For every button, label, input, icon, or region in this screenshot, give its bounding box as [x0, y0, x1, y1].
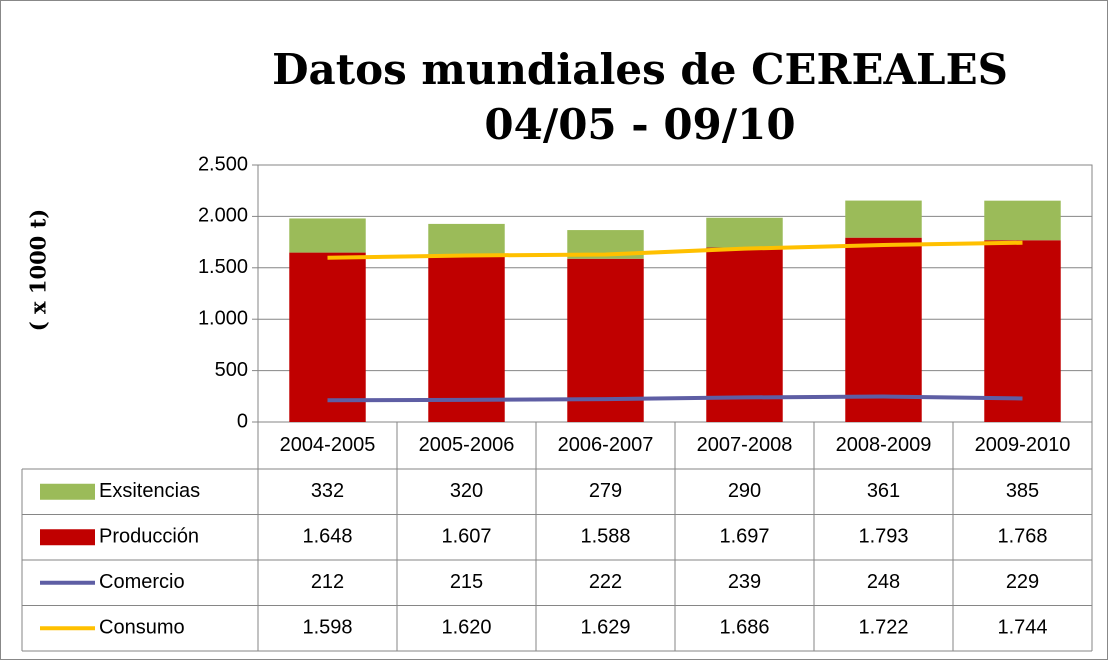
- x-tick-label: 2009-2010: [975, 434, 1071, 456]
- bar: [845, 200, 922, 238]
- table-value: 1.598: [302, 617, 352, 639]
- chart-title: 04/05 - 09/10: [484, 100, 795, 149]
- table-value: 320: [450, 480, 483, 502]
- bar: [706, 217, 783, 248]
- table-value: 1.768: [997, 526, 1047, 548]
- table-value: 1.697: [719, 526, 769, 548]
- table-value: 1.648: [302, 526, 352, 548]
- bar: [984, 200, 1061, 241]
- table-value: 332: [311, 480, 344, 502]
- legend-label: Consumo: [99, 617, 185, 639]
- x-tick-label: 2008-2009: [836, 434, 932, 456]
- table-value: 215: [450, 571, 483, 593]
- y-tick-label: 0: [237, 410, 248, 432]
- table-value: 385: [1006, 480, 1039, 502]
- table-value: 239: [728, 571, 761, 593]
- legend-label: Exsitencias: [99, 480, 200, 502]
- table-value: 222: [589, 571, 622, 593]
- table-value: 229: [1006, 571, 1039, 593]
- bar: [706, 247, 783, 422]
- legend-label: Comercio: [99, 571, 185, 593]
- y-tick-label: 2.000: [198, 205, 248, 227]
- bar: [428, 223, 505, 257]
- table-value: 248: [867, 571, 900, 593]
- bar: [289, 252, 366, 422]
- x-tick-label: 2004-2005: [280, 434, 376, 456]
- legend-label: Producción: [99, 526, 199, 548]
- bar: [845, 237, 922, 422]
- legend-key: [40, 483, 95, 500]
- table-value: 1.620: [441, 617, 491, 639]
- bar: [289, 218, 366, 253]
- x-tick-label: 2007-2008: [697, 434, 793, 456]
- table-value: 1.629: [580, 617, 630, 639]
- y-tick-label: 1.000: [198, 307, 248, 329]
- x-tick-label: 2006-2007: [558, 434, 654, 456]
- table-value: 290: [728, 480, 761, 502]
- line: [327, 240, 1023, 260]
- bar: [567, 258, 644, 422]
- table-value: 1.744: [997, 617, 1047, 639]
- table-value: 212: [311, 571, 344, 593]
- bar: [428, 256, 505, 422]
- y-tick-label: 2.500: [198, 153, 248, 175]
- y-tick-label: 500: [215, 359, 248, 381]
- table-value: 1.686: [719, 617, 769, 639]
- x-tick-label: 2005-2006: [419, 434, 515, 456]
- table-value: 361: [867, 480, 900, 502]
- y-axis-label: ( x 1000 t): [26, 209, 51, 331]
- legend-key: [40, 529, 95, 546]
- chart-title: Datos mundiales de CEREALES: [272, 45, 1008, 94]
- table-value: 1.793: [858, 526, 908, 548]
- y-tick-label: 1.500: [198, 256, 248, 278]
- table-value: 279: [589, 480, 622, 502]
- table-value: 1.607: [441, 526, 491, 548]
- bar: [984, 240, 1061, 422]
- table-value: 1.722: [858, 617, 908, 639]
- line: [327, 394, 1023, 403]
- table-value: 1.588: [580, 526, 630, 548]
